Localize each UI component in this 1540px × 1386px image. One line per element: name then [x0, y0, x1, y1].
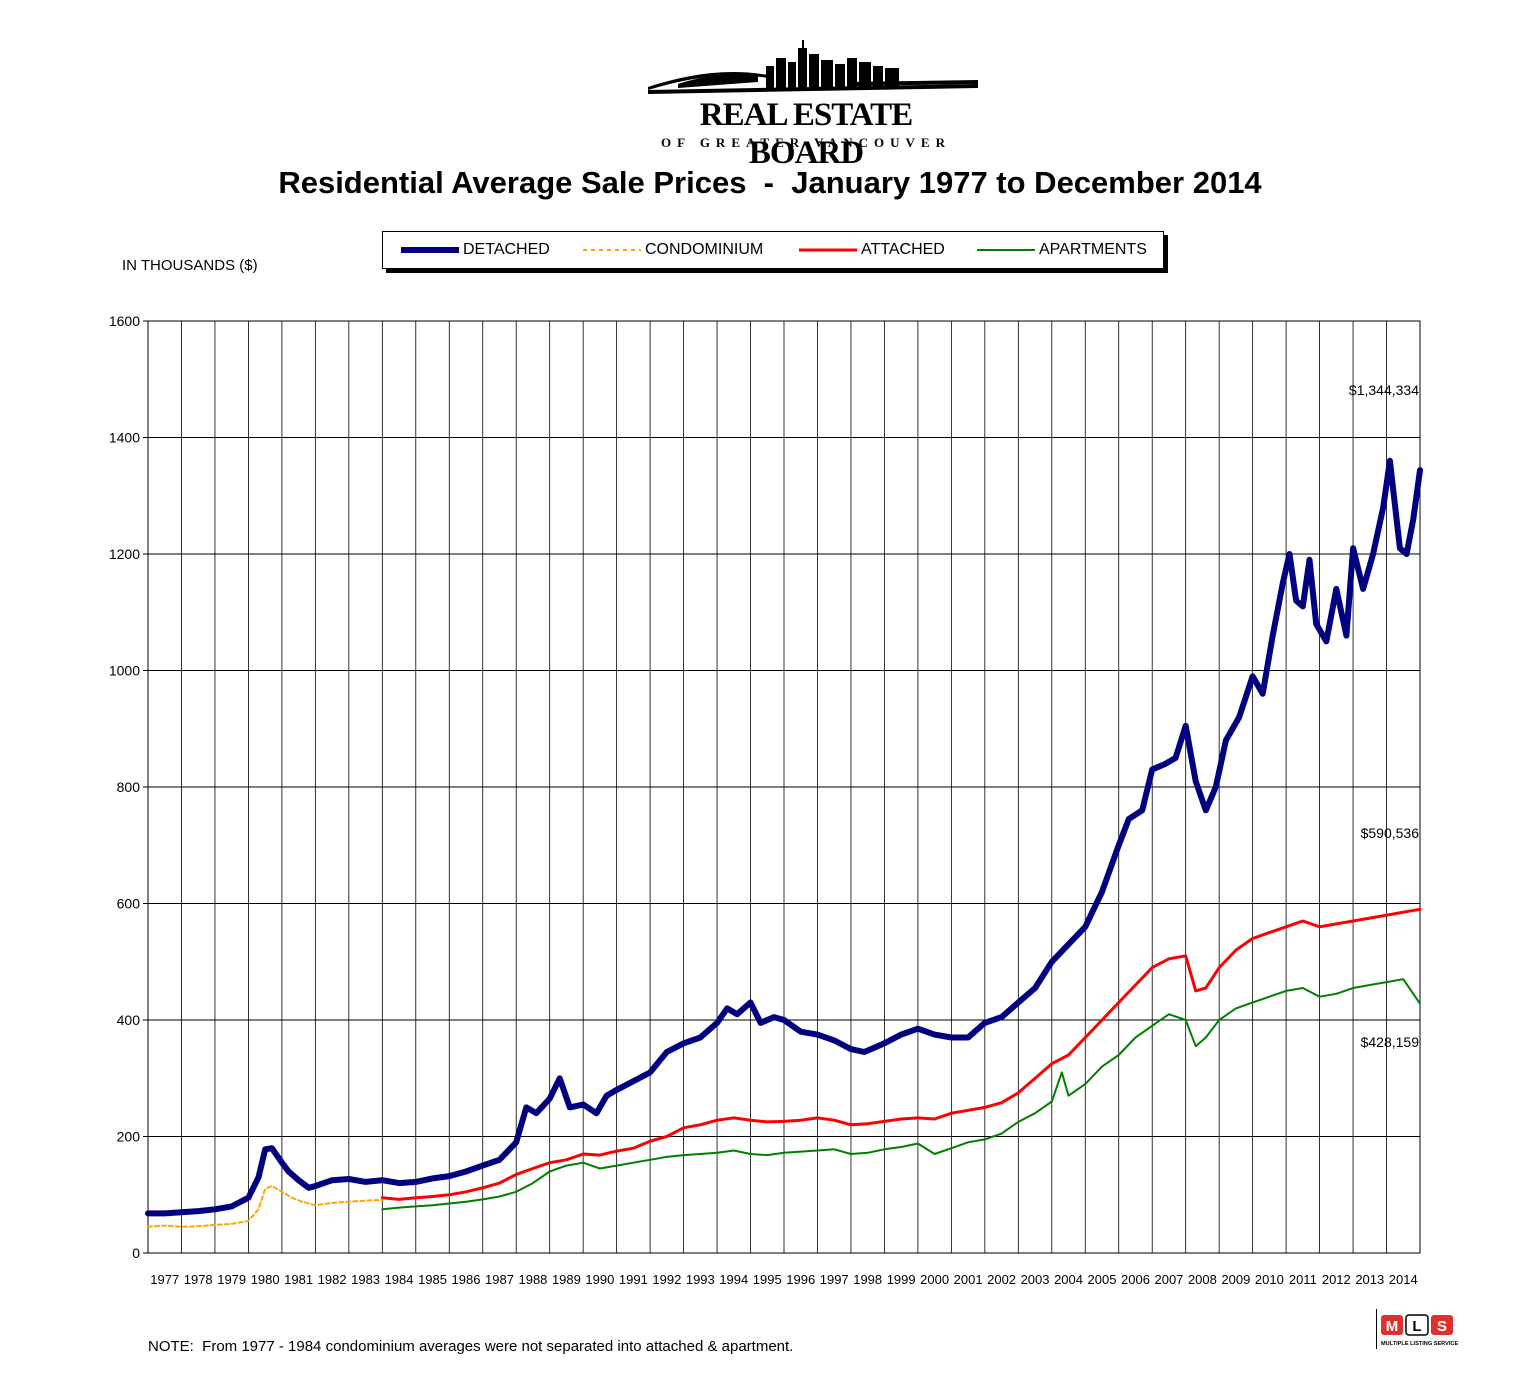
- x-tick-label: 1977: [150, 1272, 179, 1287]
- y-tick-label: 0: [132, 1245, 140, 1261]
- x-tick-label: 1993: [686, 1272, 715, 1287]
- x-tick-label: 2000: [920, 1272, 949, 1287]
- x-tick-label: 1980: [251, 1272, 280, 1287]
- mls-letter-s: S: [1437, 1318, 1447, 1335]
- y-tick-label: 200: [117, 1129, 141, 1145]
- chart-legend: DETACHED CONDOMINIUM ATTACHED APARTMENTS: [382, 231, 1164, 269]
- legend-swatch-condominium: [583, 249, 641, 251]
- x-tick-label: 1992: [652, 1272, 681, 1287]
- mls-caption: MULTIPLE LISTING SERVICE: [1381, 1341, 1458, 1347]
- real-estate-board-logo: [648, 40, 978, 94]
- x-tick-label: 1979: [217, 1272, 246, 1287]
- x-tick-label: 1989: [552, 1272, 581, 1287]
- mls-letter-m: M: [1386, 1318, 1399, 1335]
- footnote: NOTE: From 1977 - 1984 condominium avera…: [148, 1338, 794, 1355]
- mls-letter-l: L: [1412, 1318, 1421, 1335]
- x-tick-label: 2010: [1255, 1272, 1284, 1287]
- legend-swatch-detached: [401, 247, 459, 253]
- skyline-icon: [648, 40, 978, 94]
- chart-title: Residential Average Sale Prices - Januar…: [278, 165, 1262, 200]
- x-tick-label: 1999: [887, 1272, 916, 1287]
- x-tick-label: 2007: [1154, 1272, 1183, 1287]
- y-tick-label: 800: [117, 779, 141, 795]
- y-tick-label: 400: [117, 1012, 141, 1028]
- x-tick-label: 2001: [954, 1272, 983, 1287]
- x-tick-label: 2014: [1389, 1272, 1418, 1287]
- y-axis-units-label: IN THOUSANDS ($): [122, 257, 258, 274]
- data-label-detached: $1,344,334: [1349, 382, 1419, 398]
- mls-l-tile: [1405, 1314, 1429, 1336]
- data-label-apartments: $428,159: [1361, 1034, 1420, 1050]
- x-tick-label: 1997: [820, 1272, 849, 1287]
- legend-item-condominium: CONDOMINIUM: [581, 232, 763, 268]
- x-tick-label: 2005: [1088, 1272, 1117, 1287]
- data-label-attached: $590,536: [1361, 825, 1420, 841]
- y-tick-label: 1200: [109, 546, 140, 562]
- x-tick-label: 1996: [786, 1272, 815, 1287]
- mls-m-tile: [1381, 1315, 1403, 1335]
- legend-item-attached: ATTACHED: [797, 232, 945, 268]
- x-tick-label: 1978: [184, 1272, 213, 1287]
- x-tick-label: 1991: [619, 1272, 648, 1287]
- legend-label-apartments: APARTMENTS: [1039, 241, 1147, 258]
- x-tick-label: 1987: [485, 1272, 514, 1287]
- legend-label-condominium: CONDOMINIUM: [645, 241, 764, 258]
- series-line-attached: [380, 907, 1422, 1201]
- x-tick-label: 2006: [1121, 1272, 1150, 1287]
- x-tick-label: 2012: [1322, 1272, 1351, 1287]
- logo-title: REAL ESTATE BOARD: [699, 97, 913, 171]
- x-tick-label: 1982: [318, 1272, 347, 1287]
- x-tick-label: 2003: [1021, 1272, 1050, 1287]
- legend-item-detached: DETACHED: [399, 232, 550, 268]
- mls-s-tile: [1431, 1315, 1453, 1335]
- x-tick-label: 2011: [1289, 1272, 1317, 1287]
- x-tick-label: 2008: [1188, 1272, 1217, 1287]
- x-tick-label: 1986: [452, 1272, 481, 1287]
- x-tick-label: 1983: [351, 1272, 380, 1287]
- x-tick-label: 2009: [1221, 1272, 1250, 1287]
- y-tick-label: 1600: [109, 313, 140, 329]
- series-line-condominium: [147, 1185, 384, 1228]
- x-tick-label: 1981: [284, 1272, 313, 1287]
- legend-swatch-attached: [799, 248, 857, 252]
- x-tick-label: 2002: [987, 1272, 1016, 1287]
- x-tick-label: 1990: [585, 1272, 614, 1287]
- x-tick-label: 1985: [418, 1272, 447, 1287]
- legend-label-detached: DETACHED: [463, 241, 550, 258]
- legend-swatch-apartments: [977, 249, 1035, 251]
- y-tick-label: 600: [117, 896, 141, 912]
- y-tick-label: 1000: [109, 663, 140, 679]
- x-tick-label: 1984: [385, 1272, 414, 1287]
- legend-item-apartments: APARTMENTS: [975, 232, 1147, 268]
- x-tick-label: 2013: [1355, 1272, 1384, 1287]
- logo-subtitle: OF GREATER VANCOUVER: [661, 135, 951, 150]
- legend-label-attached: ATTACHED: [861, 241, 945, 258]
- x-tick-label: 1995: [753, 1272, 782, 1287]
- mls-logo: M L S MULTIPLE LISTING SERVICE: [1376, 1309, 1458, 1349]
- x-tick-label: 2004: [1054, 1272, 1083, 1287]
- x-tick-label: 1994: [719, 1272, 748, 1287]
- x-tick-label: 1988: [518, 1272, 547, 1287]
- x-tick-label: 1998: [853, 1272, 882, 1287]
- y-tick-label: 1400: [109, 430, 140, 446]
